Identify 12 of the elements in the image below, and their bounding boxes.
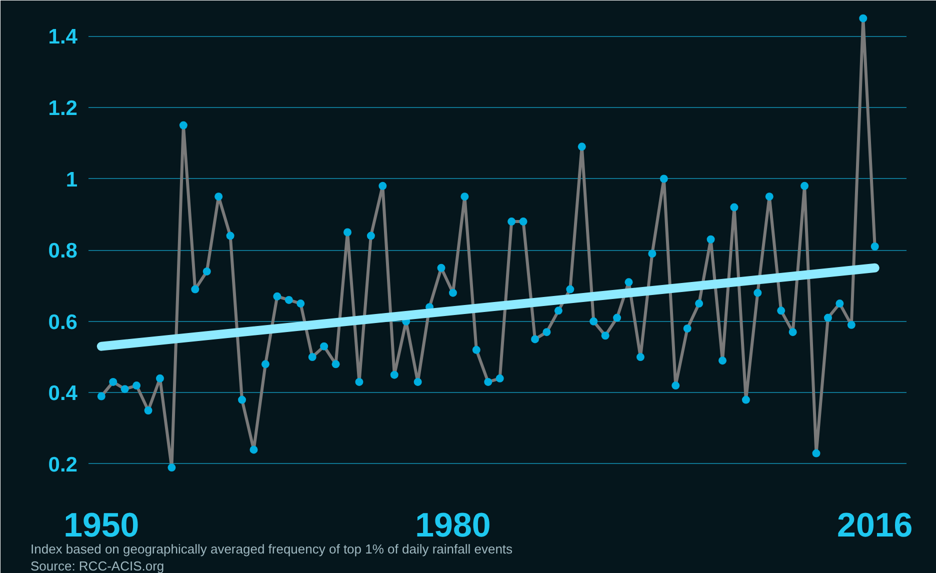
y-tick-label: 0.2 [48,453,78,476]
x-tick-label: 1980 [415,506,491,544]
x-tick-label: 2016 [837,506,913,544]
y-tick-label: 1 [66,168,78,192]
y-tick-label: 1.2 [48,96,78,120]
x-tick-label: 1950 [64,506,140,544]
text: Index based on geographically averaged frequency of top 1% of daily rainfall events [30,542,514,556]
y-tick-label: 1.4 [48,26,78,49]
source-note: Source: RCC-ACIS.org [30,558,164,573]
y-tick-label: 0.8 [48,240,78,263]
y-tick-label: 0.4 [48,382,78,406]
y-tick-label: 0.6 [48,310,78,334]
